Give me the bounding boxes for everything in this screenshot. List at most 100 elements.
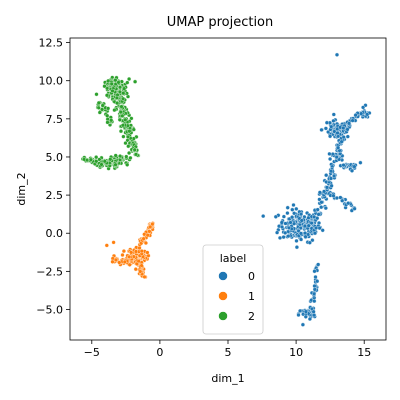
data-point [141,236,146,241]
data-point [142,232,147,237]
data-point [142,274,147,279]
y-axis-label: dim_2 [15,172,28,205]
data-point [118,154,123,159]
legend-marker-2 [218,311,228,321]
data-point [319,200,324,205]
data-point [352,206,357,211]
y-tick-label: 0.0 [46,227,64,240]
data-point [106,78,111,83]
data-point [124,154,129,159]
data-point [299,237,304,242]
data-point [118,129,124,134]
x-axis: −5 0 5 10 15 [84,340,371,359]
data-point [94,92,99,97]
data-point [128,155,133,160]
data-point [145,233,150,238]
data-point [303,231,308,236]
series-2-points [80,75,141,171]
data-point [334,52,340,57]
data-point [286,234,291,239]
y-tick-label: 10.0 [39,75,64,88]
data-point [108,157,113,162]
data-point [319,205,324,210]
data-point [283,221,288,226]
data-point [320,228,325,233]
plot-area [80,52,372,327]
data-point [312,283,317,289]
data-point [133,152,139,157]
data-point [324,185,330,190]
data-point [286,225,292,230]
data-point [127,262,132,267]
data-point [345,134,350,139]
data-point [117,117,122,122]
data-point [291,202,296,208]
data-point [112,108,117,113]
x-tick-label: 10 [289,346,303,359]
data-point [148,224,153,229]
legend-label-1: 1 [248,290,255,303]
data-point [329,169,334,174]
data-point [331,112,336,117]
data-point [341,135,346,140]
legend-marker-1 [218,291,228,301]
data-point [129,116,134,121]
data-point [150,222,155,227]
data-point [123,117,128,122]
data-point [120,113,125,118]
data-point [120,123,125,128]
series-1-points [104,221,155,280]
data-point [311,309,316,314]
data-point [312,313,317,318]
data-point [113,162,118,167]
data-point [317,190,322,195]
data-point [96,100,101,105]
data-point [133,79,138,84]
data-point [134,261,139,266]
data-point [105,120,110,125]
data-point [334,195,339,201]
data-point [319,127,324,132]
legend-title: label [220,252,247,265]
data-point [292,211,297,216]
y-tick-label: 5.0 [46,151,64,164]
data-point [118,110,123,115]
data-point [346,121,352,126]
data-point [312,269,317,274]
data-point [334,155,339,160]
data-point [106,106,111,111]
data-point [100,107,105,112]
data-point [349,168,355,173]
legend-entries: 0 1 2 [218,270,255,323]
x-tick-label: 5 [225,346,232,359]
data-point [323,126,328,131]
data-point [285,211,290,216]
data-point [125,162,130,167]
data-point [277,235,283,240]
data-point [111,240,116,245]
data-point [99,162,104,167]
data-point [121,249,126,254]
data-point [292,221,297,226]
data-point [329,124,334,129]
series-0-points [261,52,372,327]
data-point [341,125,346,131]
data-point [315,207,320,212]
data-point [322,189,327,194]
data-point [279,224,285,229]
data-point [119,104,124,109]
data-point [314,225,319,231]
data-point [139,249,144,254]
data-point [296,312,301,318]
data-point [122,86,127,91]
data-point [328,176,334,181]
data-point [328,156,333,162]
y-tick-label: −2.5 [36,265,63,278]
legend-label-0: 0 [248,270,255,283]
data-point [121,91,126,96]
data-point [309,221,314,226]
data-point [139,263,144,268]
data-point [121,134,126,139]
data-point [359,111,364,116]
data-point [273,214,278,219]
